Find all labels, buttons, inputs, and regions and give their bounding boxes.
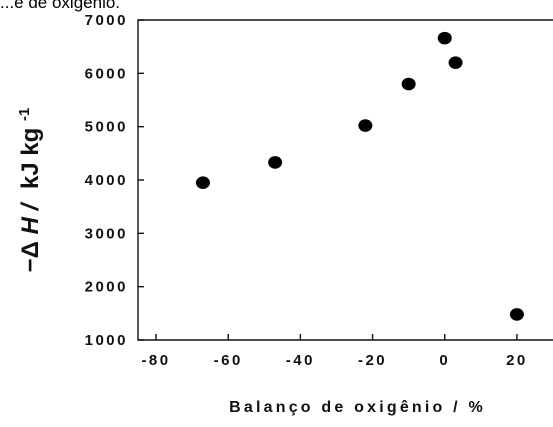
y-tick-label: 3000 bbox=[85, 225, 128, 242]
y-axis-label-separator: / bbox=[17, 201, 44, 211]
x-tick-label: 0 bbox=[439, 352, 450, 369]
y-axis-label: −Δ H / kJ kg -1 bbox=[16, 108, 44, 273]
x-axis-label: Balanço de oxigênio / % bbox=[229, 399, 486, 416]
data-point bbox=[509, 308, 524, 321]
caption-text: ...e de oxigênio. bbox=[0, 0, 121, 12]
data-point bbox=[437, 31, 452, 45]
y-tick-label: 5000 bbox=[85, 119, 128, 136]
y-tick-label: 7000 bbox=[85, 12, 128, 29]
y-axis-label-unit-exponent: -1 bbox=[16, 108, 33, 121]
data-points bbox=[195, 31, 524, 321]
y-tick-label: 1000 bbox=[85, 332, 128, 349]
y-axis-label-prefix: −Δ bbox=[17, 241, 44, 272]
data-point bbox=[358, 119, 373, 132]
x-axis-ticks: -80 -60 -40 -20 0 20 bbox=[141, 334, 528, 369]
data-point bbox=[448, 56, 463, 69]
y-axis-ticks: 1000 2000 3000 4000 5000 6000 7000 bbox=[85, 12, 144, 349]
y-axis-label-symbol: H bbox=[17, 216, 44, 234]
y-tick-label: 4000 bbox=[85, 172, 128, 189]
x-tick-label: 20 bbox=[506, 352, 528, 369]
x-tick-label: -20 bbox=[358, 352, 387, 369]
data-point bbox=[401, 77, 416, 91]
x-tick-label: -80 bbox=[141, 352, 170, 369]
x-tick-label: -60 bbox=[214, 352, 243, 369]
data-point bbox=[268, 156, 283, 169]
data-point bbox=[195, 176, 210, 189]
x-tick-label: -40 bbox=[286, 352, 315, 369]
y-tick-label: 6000 bbox=[85, 65, 128, 82]
y-tick-label: 2000 bbox=[85, 279, 128, 296]
y-axis-label-unit: kJ kg bbox=[17, 128, 44, 189]
